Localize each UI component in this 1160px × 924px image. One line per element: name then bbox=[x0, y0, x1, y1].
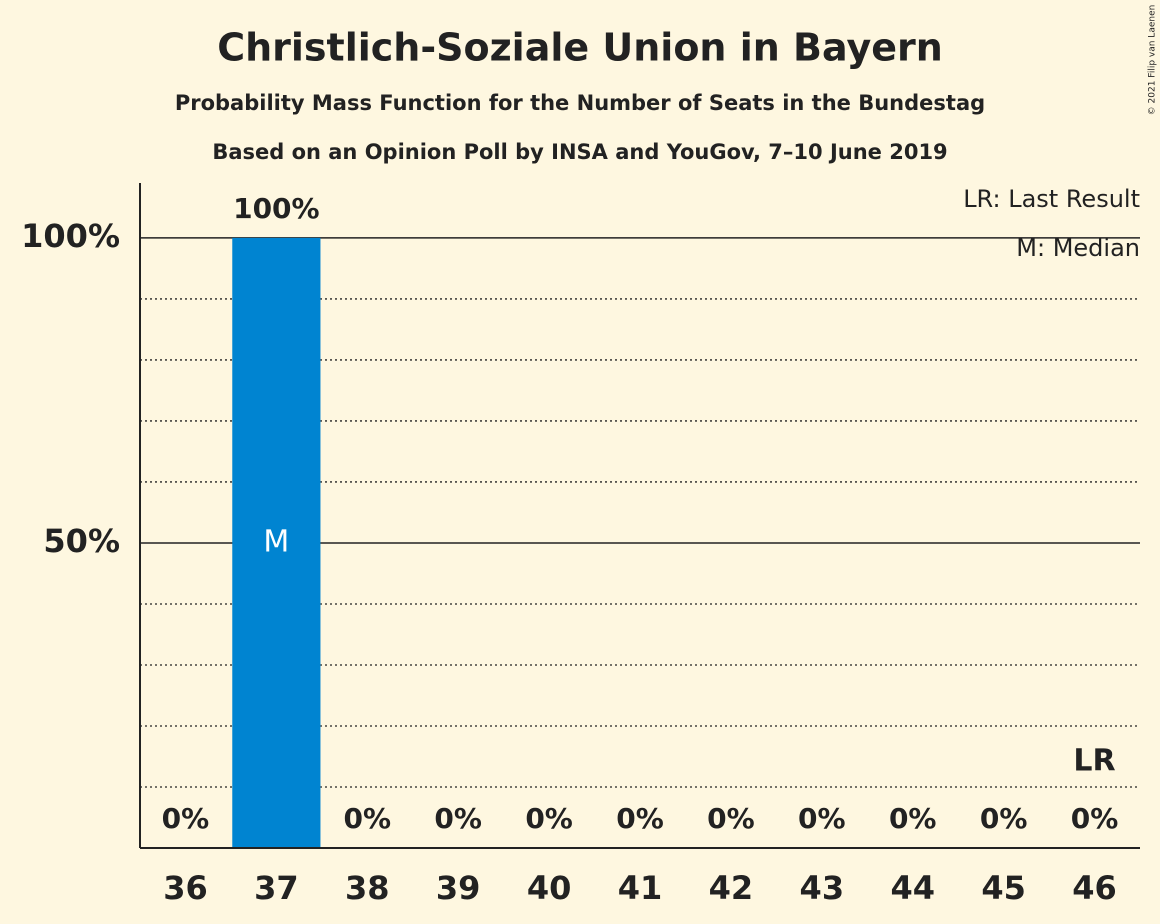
value-label: 0% bbox=[616, 802, 664, 835]
y-tick-label: 100% bbox=[21, 217, 120, 255]
x-tick-label: 44 bbox=[890, 869, 935, 907]
legend-entry: LR: Last Result bbox=[963, 185, 1140, 213]
y-tick-label: 50% bbox=[43, 522, 120, 560]
value-label: 0% bbox=[889, 802, 937, 835]
value-label: 100% bbox=[233, 192, 320, 225]
x-tick-label: 39 bbox=[436, 869, 481, 907]
value-label: 0% bbox=[798, 802, 846, 835]
last-result-label: LR bbox=[1073, 744, 1115, 779]
chart-title: Christlich-Soziale Union in Bayern bbox=[217, 26, 943, 70]
chart-subtitle: Probability Mass Function for the Number… bbox=[175, 91, 985, 115]
x-tick-label: 38 bbox=[345, 869, 390, 907]
value-label: 0% bbox=[1071, 802, 1119, 835]
value-label: 0% bbox=[707, 802, 755, 835]
x-tick-label: 46 bbox=[1072, 869, 1117, 907]
chart-source: Based on an Opinion Poll by INSA and You… bbox=[212, 140, 947, 164]
x-tick-label: 36 bbox=[163, 869, 208, 907]
value-label: 0% bbox=[434, 802, 482, 835]
value-label: 0% bbox=[525, 802, 573, 835]
bar bbox=[232, 237, 321, 848]
x-tick-label: 43 bbox=[800, 869, 845, 907]
x-tick-label: 45 bbox=[981, 869, 1026, 907]
x-tick-label: 40 bbox=[527, 869, 572, 907]
x-tick-label: 42 bbox=[709, 869, 754, 907]
value-label: 0% bbox=[162, 802, 210, 835]
median-label: M bbox=[263, 524, 289, 559]
value-label: 0% bbox=[343, 802, 391, 835]
x-tick-label: 37 bbox=[254, 869, 299, 907]
x-tick-label: 41 bbox=[618, 869, 663, 907]
value-label: 0% bbox=[980, 802, 1028, 835]
legend-entry: M: Median bbox=[1016, 234, 1140, 262]
copyright: © 2021 Filip van Laenen bbox=[1148, 5, 1158, 116]
